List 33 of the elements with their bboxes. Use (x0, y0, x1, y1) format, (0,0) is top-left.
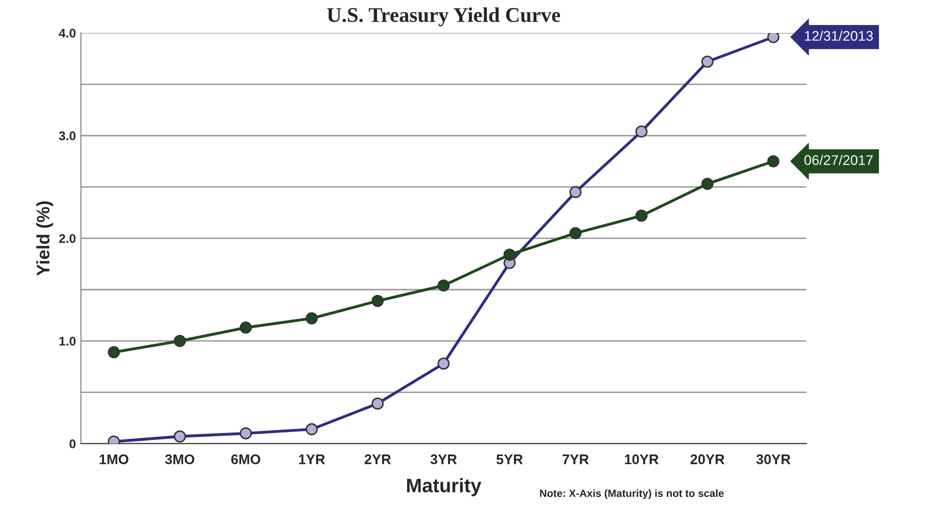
point (635, 210, 648, 222)
point (240, 322, 252, 334)
y-tick-label: 3.0 (58, 131, 76, 140)
x-tick-label: 3YR (430, 454, 457, 464)
point (438, 279, 450, 292)
chart-title: U.S. Treasury Yield Curve (327, 7, 560, 26)
x-tick-label: 6MO (231, 454, 260, 464)
y-tick-label: 0 (70, 439, 76, 448)
y-tick-label: 4.0 (58, 28, 76, 38)
series-label: 12/31/2013 (804, 30, 873, 41)
point (569, 227, 582, 240)
x-tick-label: 2YR (364, 454, 391, 464)
x-tick-label: 3MO (165, 454, 194, 464)
x-tick-label: 20YR (690, 454, 724, 464)
point (701, 178, 714, 190)
x-tick-label: 5YR (496, 454, 523, 464)
series-label: 06/27/2017 (804, 154, 873, 166)
point (306, 312, 318, 324)
x-tick-label: 10YR (624, 454, 659, 464)
y-tick-label: 2.0 (59, 234, 76, 243)
x-tick-label: 30YR (756, 454, 790, 464)
point (767, 155, 780, 168)
point (174, 334, 186, 348)
x-axis-title: Maturity (407, 478, 482, 496)
text: Note: X-Axis (Maturity) is not to scale (540, 489, 724, 500)
y-tick-label: 1.0 (59, 336, 76, 346)
y-axis-title: Yield (%) (36, 201, 54, 276)
x-tick-label: 7YR (562, 454, 589, 464)
point (108, 346, 120, 358)
point (503, 248, 516, 261)
point (372, 294, 384, 307)
x-tick-label: 1MO (100, 454, 128, 464)
x-tick-label: 1YR (299, 454, 325, 464)
